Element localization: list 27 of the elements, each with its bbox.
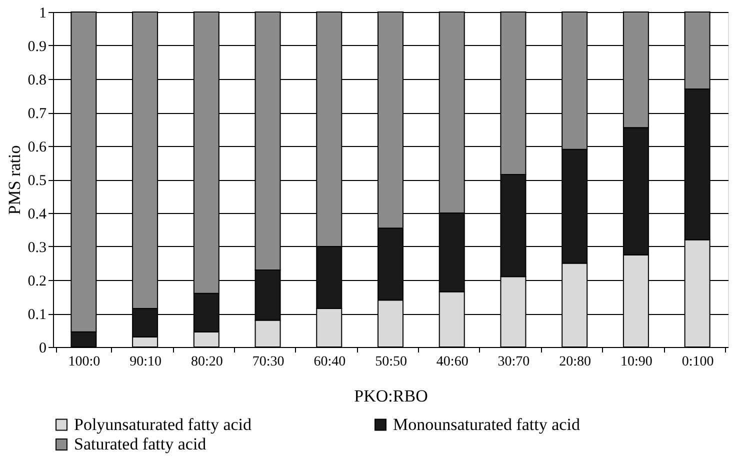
x-tick-label: 100:0 <box>68 354 100 370</box>
x-tick-label: 80:20 <box>190 354 223 370</box>
x-tick-label: 0:100 <box>682 354 714 370</box>
y-tick-label: 0.8 <box>28 72 46 88</box>
x-tick-label: 40:60 <box>436 354 468 370</box>
x-tick-label: 90:10 <box>130 354 162 370</box>
x-tick-label: 20:80 <box>559 354 592 370</box>
y-tick-label: 0.6 <box>28 140 47 156</box>
y-axis-title: PMS ratio <box>4 145 24 215</box>
x-tick-label: 30:70 <box>498 354 530 370</box>
y-tick-label: 0.2 <box>28 274 46 290</box>
x-tick-label: 50:50 <box>375 354 407 370</box>
y-tick-label: 0.7 <box>28 106 47 122</box>
x-tick-label: 60:40 <box>314 354 346 370</box>
y-tick-label: 0.9 <box>28 39 46 55</box>
y-tick-label: 1 <box>39 6 46 22</box>
x-tick-label: 70:30 <box>252 354 284 370</box>
x-tick-label: 10:90 <box>620 354 652 370</box>
y-tick-label: 0.1 <box>28 307 46 323</box>
legend-label: Saturated fatty acid <box>74 434 207 454</box>
y-tick-label: 0.5 <box>28 173 46 189</box>
y-tick-label: 0 <box>39 340 46 356</box>
y-tick-label: 0.3 <box>28 240 46 256</box>
y-tick-label: 0.4 <box>28 206 47 222</box>
legend-label: Monounsaturated fatty acid <box>393 414 580 434</box>
legend-label: Polyunsaturated fatty acid <box>74 414 252 434</box>
x-axis-title: PKO:RBO <box>354 386 428 406</box>
